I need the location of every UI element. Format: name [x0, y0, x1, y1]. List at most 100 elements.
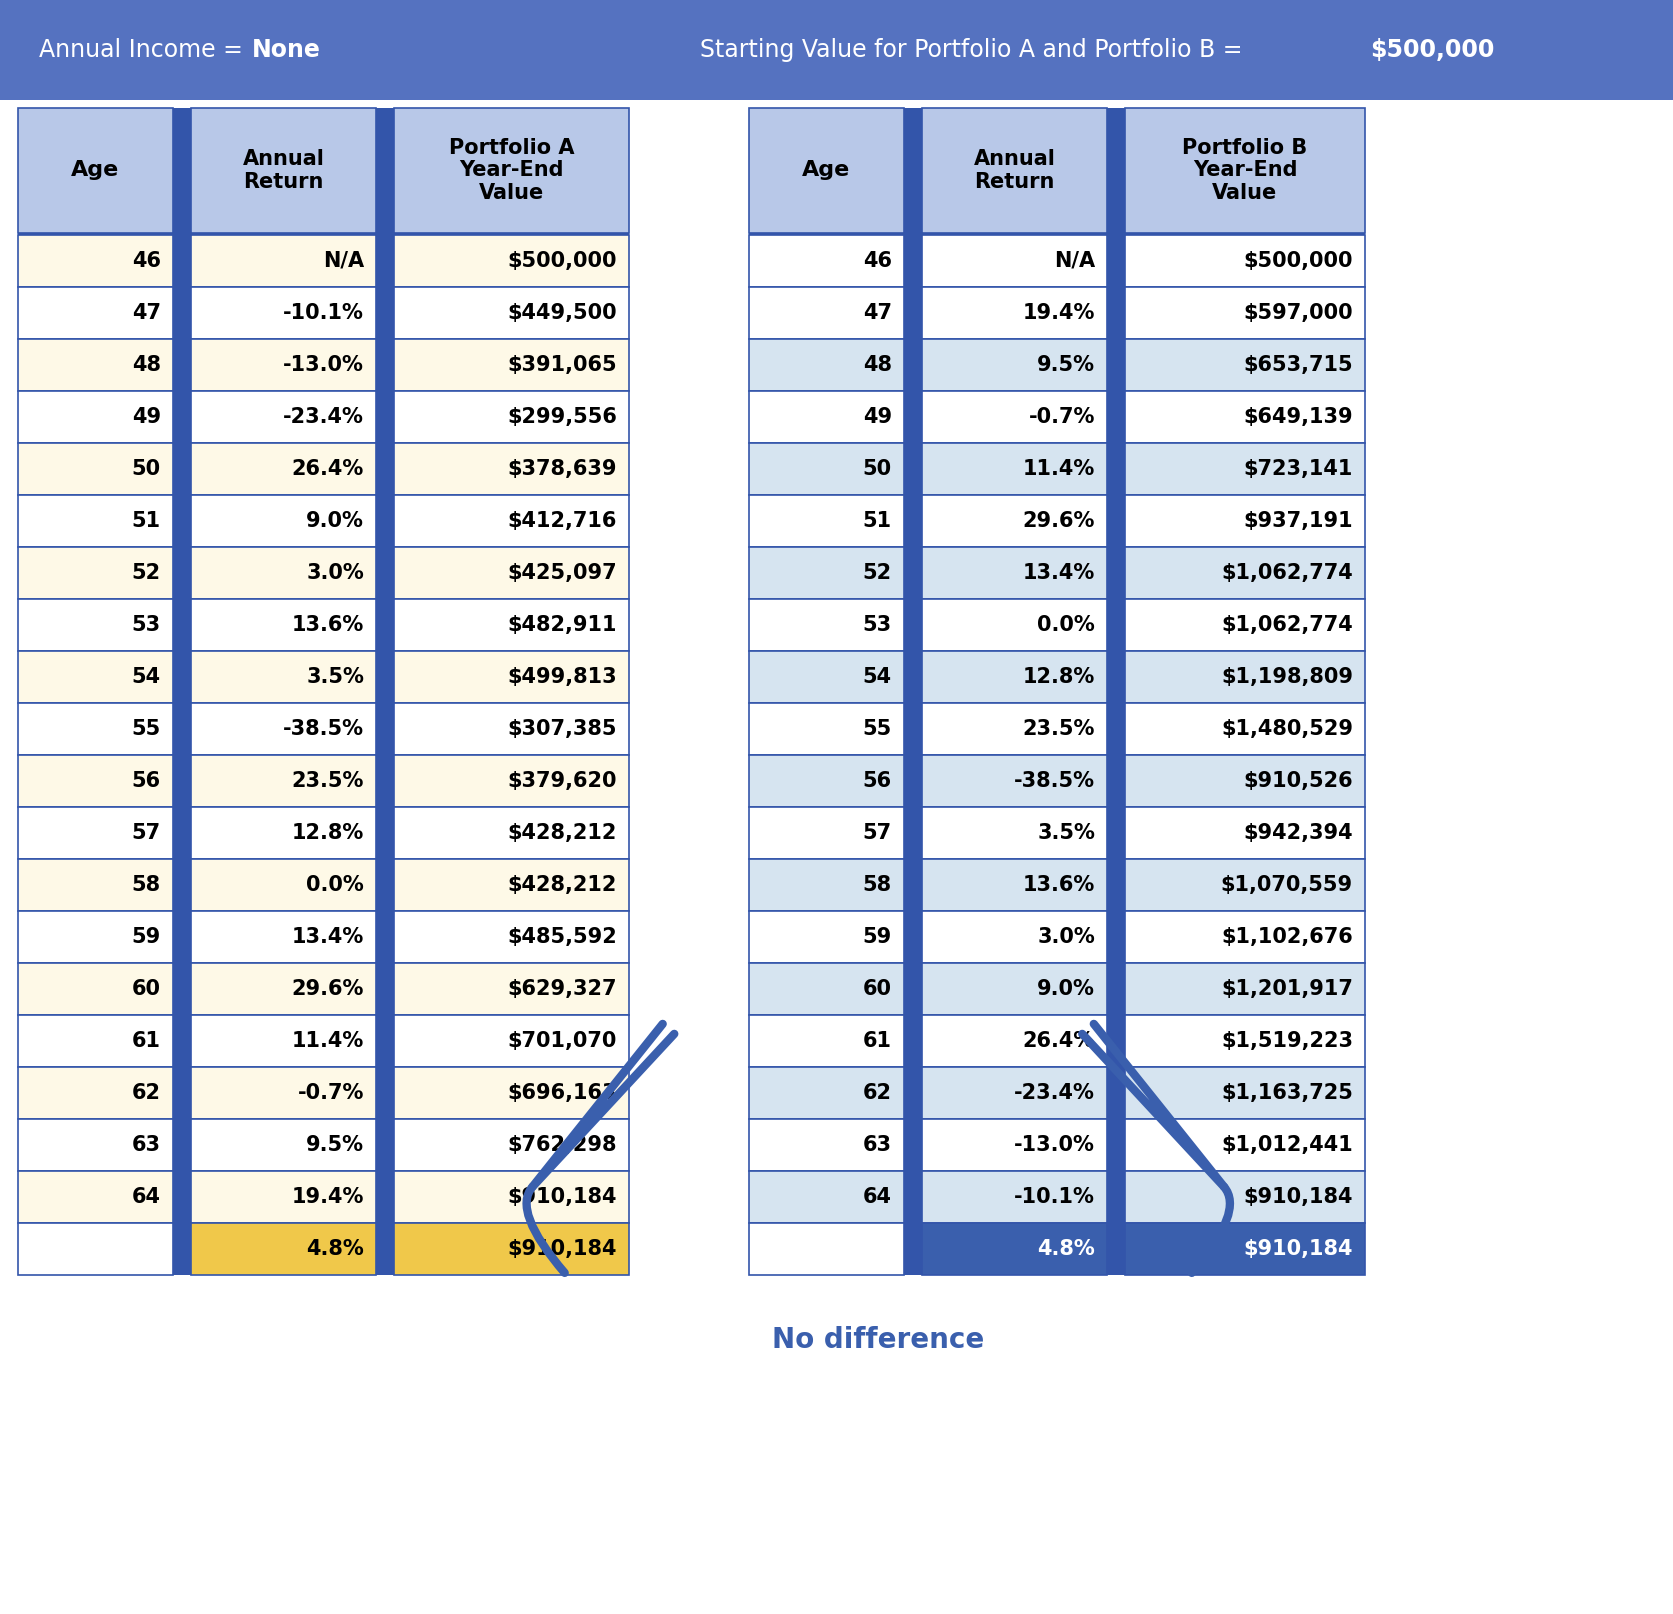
- Bar: [393, 287, 629, 339]
- Bar: [172, 1223, 191, 1275]
- Bar: [903, 704, 922, 755]
- Bar: [18, 755, 172, 807]
- Bar: [191, 339, 376, 391]
- Text: $485,592: $485,592: [507, 926, 617, 947]
- Text: $307,385: $307,385: [507, 718, 617, 739]
- Text: 55: 55: [862, 718, 892, 739]
- Text: 64: 64: [132, 1186, 161, 1207]
- Bar: [903, 442, 922, 495]
- Bar: [191, 1067, 376, 1119]
- Bar: [903, 108, 922, 232]
- Bar: [1106, 391, 1124, 442]
- Text: 4.8%: 4.8%: [306, 1240, 363, 1259]
- Bar: [18, 1015, 172, 1067]
- Text: No difference: No difference: [771, 1327, 984, 1354]
- Bar: [18, 1172, 172, 1223]
- Bar: [172, 807, 191, 859]
- Bar: [393, 495, 629, 547]
- Bar: [1124, 755, 1363, 807]
- Bar: [1106, 859, 1124, 910]
- Bar: [172, 1172, 191, 1223]
- Bar: [393, 236, 629, 287]
- Bar: [903, 650, 922, 704]
- Bar: [748, 232, 1363, 236]
- Text: -13.0%: -13.0%: [283, 355, 363, 374]
- Bar: [922, 807, 1106, 859]
- Bar: [18, 547, 172, 599]
- Text: 49: 49: [132, 407, 161, 428]
- Bar: [393, 1172, 629, 1223]
- Bar: [748, 599, 903, 650]
- Text: Annual Income =: Annual Income =: [38, 39, 249, 61]
- Text: $1,070,559: $1,070,559: [1220, 875, 1352, 896]
- Bar: [18, 704, 172, 755]
- Bar: [172, 442, 191, 495]
- Text: 61: 61: [132, 1031, 161, 1051]
- Text: -0.7%: -0.7%: [1027, 407, 1094, 428]
- Bar: [1124, 1223, 1363, 1275]
- Text: 3.0%: 3.0%: [1037, 926, 1094, 947]
- Bar: [18, 599, 172, 650]
- Text: 59: 59: [862, 926, 892, 947]
- Bar: [922, 287, 1106, 339]
- Bar: [748, 339, 903, 391]
- Bar: [922, 755, 1106, 807]
- Text: Portfolio B
Year-End
Value: Portfolio B Year-End Value: [1181, 139, 1307, 203]
- Bar: [172, 964, 191, 1015]
- Text: N/A: N/A: [1054, 252, 1094, 271]
- Text: $1,062,774: $1,062,774: [1221, 563, 1352, 583]
- Bar: [1124, 1067, 1363, 1119]
- Text: 53: 53: [862, 615, 892, 634]
- Text: 12.8%: 12.8%: [1022, 667, 1094, 688]
- Bar: [1124, 108, 1363, 232]
- Bar: [393, 807, 629, 859]
- Bar: [1124, 807, 1363, 859]
- Bar: [172, 910, 191, 964]
- Bar: [903, 391, 922, 442]
- Text: $299,556: $299,556: [507, 407, 617, 428]
- Bar: [903, 236, 922, 287]
- Bar: [393, 547, 629, 599]
- Text: $910,526: $910,526: [1243, 771, 1352, 791]
- Text: 13.4%: 13.4%: [291, 926, 363, 947]
- Bar: [1106, 442, 1124, 495]
- Text: $653,715: $653,715: [1243, 355, 1352, 374]
- Bar: [1106, 236, 1124, 287]
- Text: Age: Age: [72, 160, 119, 181]
- Bar: [1106, 704, 1124, 755]
- Bar: [18, 807, 172, 859]
- Bar: [393, 108, 629, 232]
- Bar: [393, 339, 629, 391]
- Bar: [903, 1172, 922, 1223]
- Text: $696,163: $696,163: [507, 1083, 617, 1102]
- Text: Starting Value for Portfolio A and Portfolio B =: Starting Value for Portfolio A and Portf…: [699, 39, 1250, 61]
- Bar: [748, 964, 903, 1015]
- Bar: [1124, 964, 1363, 1015]
- Bar: [18, 1223, 172, 1275]
- Bar: [1124, 495, 1363, 547]
- Bar: [172, 704, 191, 755]
- Text: 46: 46: [863, 252, 892, 271]
- Bar: [191, 547, 376, 599]
- Bar: [748, 236, 903, 287]
- Bar: [903, 599, 922, 650]
- Bar: [191, 964, 376, 1015]
- Text: 48: 48: [132, 355, 161, 374]
- Text: -23.4%: -23.4%: [283, 407, 363, 428]
- Text: -10.1%: -10.1%: [1014, 1186, 1094, 1207]
- Bar: [393, 910, 629, 964]
- Bar: [393, 1223, 629, 1275]
- Text: 50: 50: [132, 458, 161, 479]
- Bar: [1124, 1172, 1363, 1223]
- Bar: [748, 547, 903, 599]
- Bar: [191, 1119, 376, 1172]
- Bar: [1124, 599, 1363, 650]
- Text: 61: 61: [863, 1031, 892, 1051]
- Bar: [748, 1172, 903, 1223]
- Bar: [903, 547, 922, 599]
- Bar: [393, 704, 629, 755]
- Bar: [172, 495, 191, 547]
- Text: $428,212: $428,212: [507, 875, 617, 896]
- Text: 56: 56: [862, 771, 892, 791]
- Bar: [172, 391, 191, 442]
